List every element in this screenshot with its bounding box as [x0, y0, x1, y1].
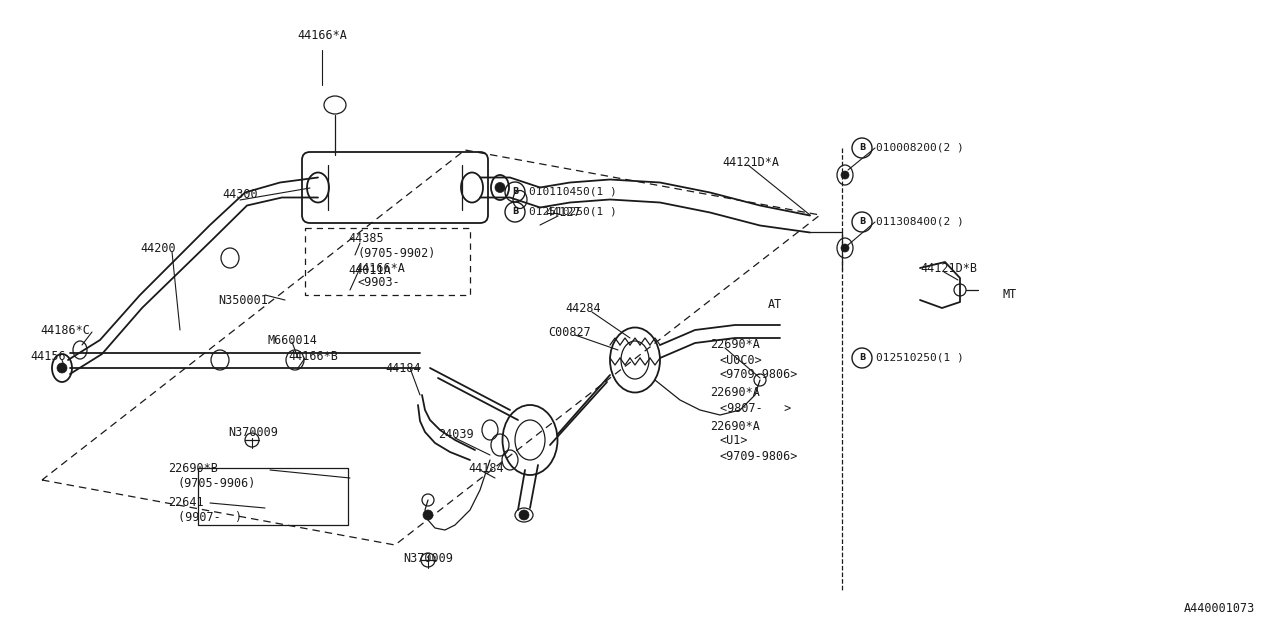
- Text: 44166*B: 44166*B: [288, 351, 338, 364]
- Circle shape: [841, 244, 849, 252]
- Text: 012510250(1 ): 012510250(1 ): [529, 207, 617, 217]
- Text: N350001: N350001: [218, 294, 268, 307]
- Text: M660014: M660014: [268, 333, 317, 346]
- Text: 44166*A: 44166*A: [297, 29, 347, 42]
- Text: MT: MT: [1002, 289, 1018, 301]
- Text: 24039: 24039: [438, 429, 474, 442]
- Text: 44127: 44127: [545, 207, 581, 220]
- Text: <9903-: <9903-: [358, 276, 401, 289]
- Text: 22690*A: 22690*A: [710, 387, 760, 399]
- Text: 22690*A: 22690*A: [710, 419, 760, 433]
- Text: B: B: [859, 218, 865, 227]
- Text: 44300: 44300: [221, 189, 257, 202]
- Text: <U1>: <U1>: [719, 435, 749, 447]
- Circle shape: [495, 182, 506, 193]
- Text: B: B: [512, 207, 518, 216]
- Text: <9709-9806>: <9709-9806>: [719, 369, 799, 381]
- Text: 44186*C: 44186*C: [40, 323, 90, 337]
- Text: 44200: 44200: [140, 241, 175, 255]
- Text: A440001073: A440001073: [1184, 602, 1254, 614]
- Circle shape: [422, 510, 433, 520]
- Text: 012510250(1 ): 012510250(1 ): [876, 353, 964, 363]
- Text: AT: AT: [768, 298, 782, 312]
- Text: (9705-9902): (9705-9902): [358, 246, 436, 259]
- Text: 44284: 44284: [564, 301, 600, 314]
- Text: (9907-  ): (9907- ): [178, 511, 242, 525]
- Text: 44121D*B: 44121D*B: [920, 262, 977, 275]
- Text: 22690*A: 22690*A: [710, 339, 760, 351]
- Text: 010110450(1 ): 010110450(1 ): [529, 187, 617, 197]
- Text: 44121D*A: 44121D*A: [722, 156, 780, 168]
- Text: C00827: C00827: [548, 326, 591, 339]
- Circle shape: [518, 510, 529, 520]
- Text: B: B: [512, 188, 518, 196]
- Text: 44011A: 44011A: [348, 264, 390, 276]
- Text: N370009: N370009: [228, 426, 278, 438]
- Text: B: B: [859, 143, 865, 152]
- Text: B: B: [859, 353, 865, 362]
- Text: 22641: 22641: [168, 497, 204, 509]
- Text: <9709-9806>: <9709-9806>: [719, 449, 799, 463]
- Circle shape: [58, 363, 67, 373]
- Text: 44156: 44156: [29, 351, 65, 364]
- Text: 44166*A: 44166*A: [355, 262, 404, 275]
- Text: <U0C0>: <U0C0>: [719, 353, 763, 367]
- Text: 44385: 44385: [348, 232, 384, 244]
- Text: 44184: 44184: [385, 362, 421, 374]
- Text: 44184: 44184: [468, 461, 503, 474]
- Text: <9807-   >: <9807- >: [719, 401, 791, 415]
- Text: (9705-9906): (9705-9906): [178, 477, 256, 490]
- Text: 22690*B: 22690*B: [168, 461, 218, 474]
- Text: N370009: N370009: [403, 552, 453, 564]
- Circle shape: [841, 171, 849, 179]
- Text: 011308400(2 ): 011308400(2 ): [876, 217, 964, 227]
- Text: 010008200(2 ): 010008200(2 ): [876, 143, 964, 153]
